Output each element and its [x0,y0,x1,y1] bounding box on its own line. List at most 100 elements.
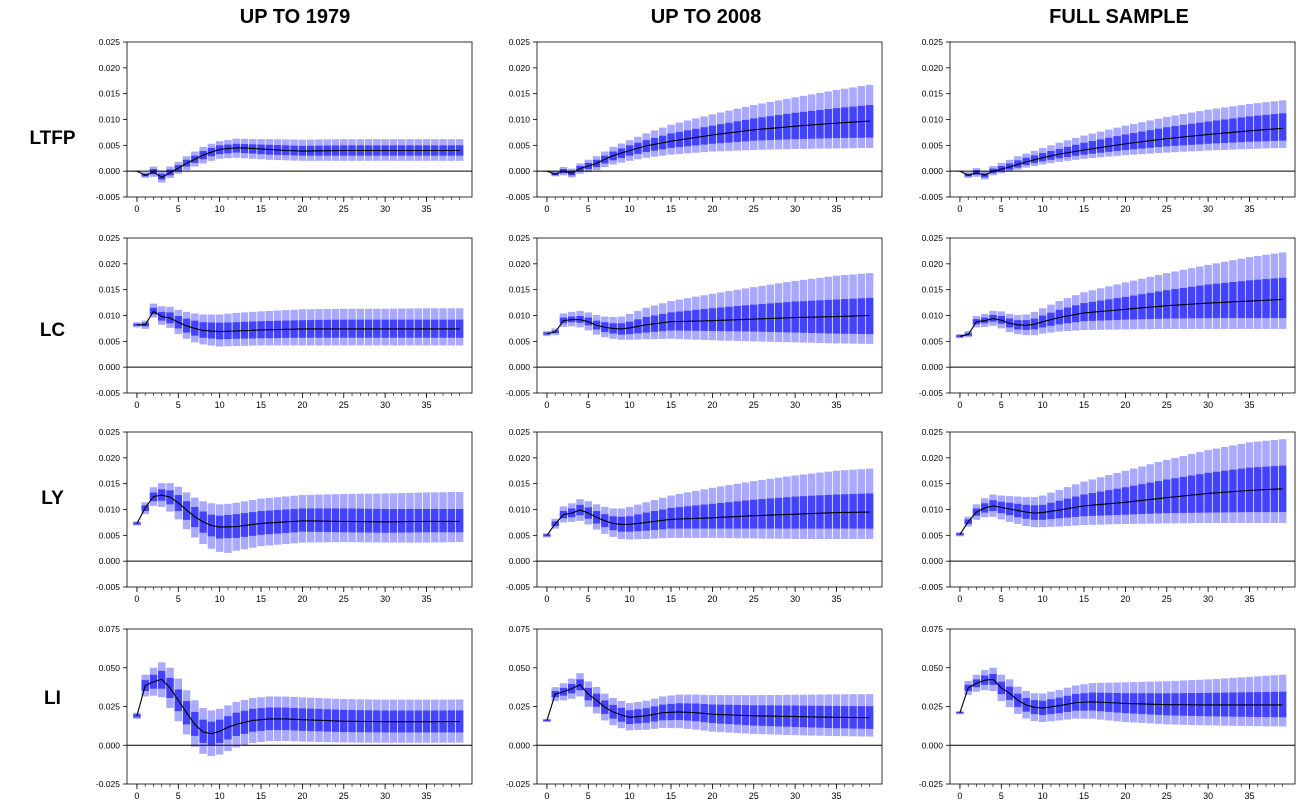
x-tick-label: 5 [586,400,591,410]
inner-band-bar [1121,487,1130,515]
inner-band-bar [1245,280,1254,319]
y-tick-label: 0.020 [509,453,531,463]
x-tick-label: 10 [625,204,635,214]
x-tick-label: 15 [256,791,266,801]
inner-band-bar [832,494,841,529]
inner-band-bar [1229,282,1237,319]
inner-band-bar [667,507,675,529]
y-tick-label: -0.005 [506,388,530,398]
y-tick-label: 0.000 [509,166,531,176]
y-tick-label: 0.010 [99,311,121,321]
inner-band-bar [1237,281,1245,319]
x-tick-label: 0 [957,594,962,604]
inner-band-bar [240,144,249,154]
y-tick-label: 0.000 [509,362,531,372]
inner-band-bar [1129,295,1138,320]
column-title-up-to-2008: UP TO 2008 [650,6,762,28]
y-tick-label: 0.005 [922,336,944,346]
inner-band-bar [1129,485,1138,515]
x-tick-label: 30 [380,791,390,801]
inner-band-bar [1245,116,1254,142]
inner-band-bar [741,500,750,529]
outer-band-lc-up-to-1979 [133,303,464,347]
inner-band-bar [1171,478,1179,514]
inner-band-ly-full-sample [956,465,1287,536]
panel-li-full-sample: -0.025 0.000 0.025 0.050 0.075 0 5 10 15 20 25 30 35 [919,624,1296,801]
x-tick-label: 20 [707,204,717,214]
inner-band-bar [683,310,692,331]
x-tick-label: 35 [421,204,431,214]
inner-band-bar [1179,124,1188,146]
inner-band-bar [1105,299,1113,321]
y-tick-label: 0.075 [922,624,944,634]
y-tick-label: 0.015 [922,89,944,99]
inner-band-bar [1278,113,1287,141]
inner-band-bar [816,495,824,529]
x-tick-label: 10 [625,400,635,410]
inner-band-bar [1096,139,1105,153]
x-tick-label: 20 [1120,400,1130,410]
inner-band-bar [1146,130,1154,148]
inner-band-bar [397,508,406,533]
inner-band-bar [857,493,866,529]
x-tick-label: 30 [1203,204,1213,214]
inner-band-bar [1220,119,1229,143]
inner-band-bar [1262,114,1270,142]
y-tick-label: 0.015 [922,479,944,489]
y-tick-label: 0.050 [509,663,531,673]
x-tick-label: 0 [957,204,962,214]
median-line-ltfp-full-sample [959,127,1283,176]
inner-band-bar [758,304,766,332]
inner-band-bar [1278,465,1287,513]
inner-band-bar [1212,283,1221,319]
outer-band-li-up-to-1979 [133,662,464,757]
x-tick-label: 0 [544,400,549,410]
inner-band-bar [791,496,799,529]
inner-band-bar [841,494,849,529]
x-tick-label: 35 [1244,594,1254,604]
inner-band-bar [1154,291,1163,319]
median-line-ltfp-up-to-1979 [136,147,460,179]
outer-band-li-up-to-2008 [543,673,874,737]
inner-band-bar [158,173,166,180]
y-tick-label: 0.025 [922,233,944,243]
x-tick-label: 25 [749,204,759,214]
x-tick-label: 20 [707,594,717,604]
inner-band-bar [1138,484,1146,515]
y-tick-label: 0.020 [922,453,944,463]
y-tick-label: 0.020 [509,259,531,269]
inner-band-bar [716,502,725,529]
inner-band-bar [356,508,365,533]
inner-band-lc-up-to-1979 [133,307,464,340]
median-line-li-full-sample [959,678,1283,713]
y-tick-label: -0.005 [919,582,943,592]
x-tick-label: 5 [586,204,591,214]
inner-band-bar [455,710,464,733]
panel-lc-full-sample: -0.005 0.000 0.005 0.010 0.015 0.020 0.025 0 5 10… [919,233,1296,410]
inner-band-bar [1187,286,1196,319]
inner-band-bar [1080,142,1088,155]
inner-band-bar [290,508,298,533]
panel-ltfp-up-to-2008: -0.005 0.000 0.005 0.010 0.015 0.020 0.025 0 5 10… [506,37,883,214]
x-tick-label: 0 [957,791,962,801]
inner-band-bar [1196,285,1204,319]
inner-band-bar [1072,144,1080,156]
inner-band-bar [1113,136,1121,151]
inner-band-bar [708,503,717,529]
y-tick-label: 0.005 [922,530,944,540]
y-tick-label: 0.000 [99,556,121,566]
inner-band-bar [348,508,356,533]
x-tick-label: 10 [1038,204,1048,214]
median-line-li-up-to-1979 [136,678,460,735]
inner-band-bar [824,494,832,529]
x-tick-label: 10 [1038,594,1048,604]
x-tick-label: 10 [215,791,225,801]
x-tick-label: 5 [176,791,181,801]
inner-band-bar [422,508,431,533]
x-tick-label: 25 [339,594,349,604]
x-tick-label: 25 [749,791,759,801]
inner-band-bar [543,534,551,537]
inner-band-bar [323,508,331,533]
inner-band-li-up-to-2008 [543,679,874,729]
panel-li-up-to-2008: -0.025 0.000 0.025 0.050 0.075 0 5 10 15 20 25 30 35 [506,624,883,801]
